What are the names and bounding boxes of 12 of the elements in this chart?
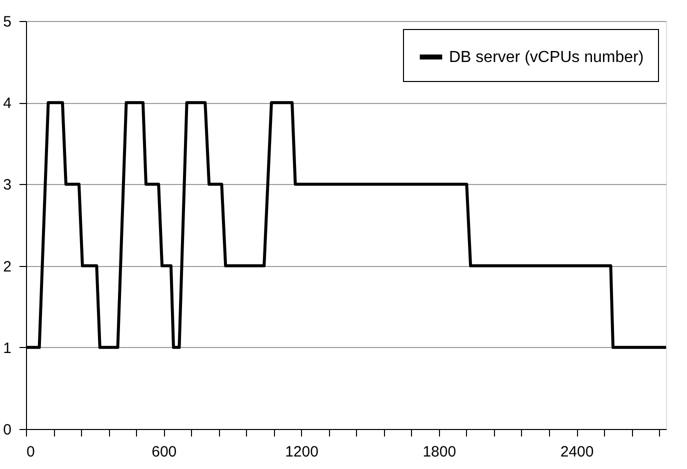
x-tick-label: 1800 <box>422 444 456 460</box>
x-tick-label: 0 <box>26 444 35 460</box>
y-tick-label: 1 <box>3 340 12 357</box>
x-tick-label: 1200 <box>285 444 318 460</box>
y-tick-label: 4 <box>3 95 12 112</box>
y-tick-label: 2 <box>3 258 12 276</box>
y-tick-label: 3 <box>3 176 12 194</box>
x-tick-label: 600 <box>152 444 177 460</box>
y-tick-label: 0 <box>3 422 12 438</box>
y-tick-label: 5 <box>3 14 12 30</box>
legend-label: DB server (vCPUs number) <box>449 49 644 66</box>
x-tick-label: 2400 <box>560 444 594 460</box>
